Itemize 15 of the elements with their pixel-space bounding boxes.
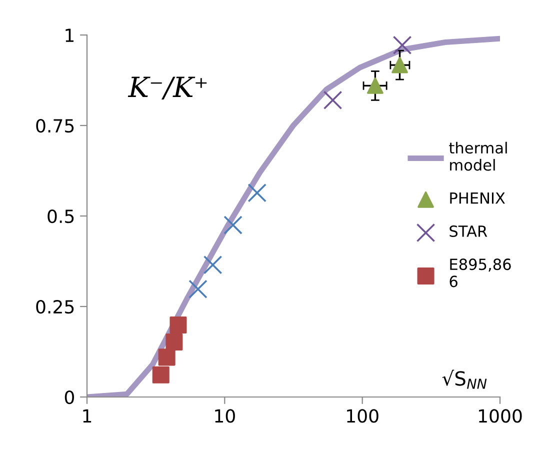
y-tick-label: 1 — [66, 28, 74, 42]
x-tick-label: 1000 — [479, 409, 522, 423]
legend-label: E895,866 — [450, 258, 511, 288]
y-axis-title: K⁻/K⁺ — [128, 76, 207, 100]
x-tick-label: 10 — [215, 409, 235, 423]
y-tick-label: 0 — [64, 390, 74, 404]
x-tick-label: 1 — [83, 409, 92, 423]
legend-label: STAR — [450, 225, 488, 237]
legend-label: PHENIX — [450, 192, 505, 204]
y-tick-label: 0.5 — [48, 209, 74, 224]
x-axis-title: √S$_{NN}$ — [442, 370, 487, 389]
legend-label: thermal model — [449, 142, 507, 171]
y-tick-label: 0.25 — [36, 300, 74, 314]
x-tick-label: 100 — [347, 409, 378, 423]
y-tick-label: 0.75 — [36, 118, 74, 133]
